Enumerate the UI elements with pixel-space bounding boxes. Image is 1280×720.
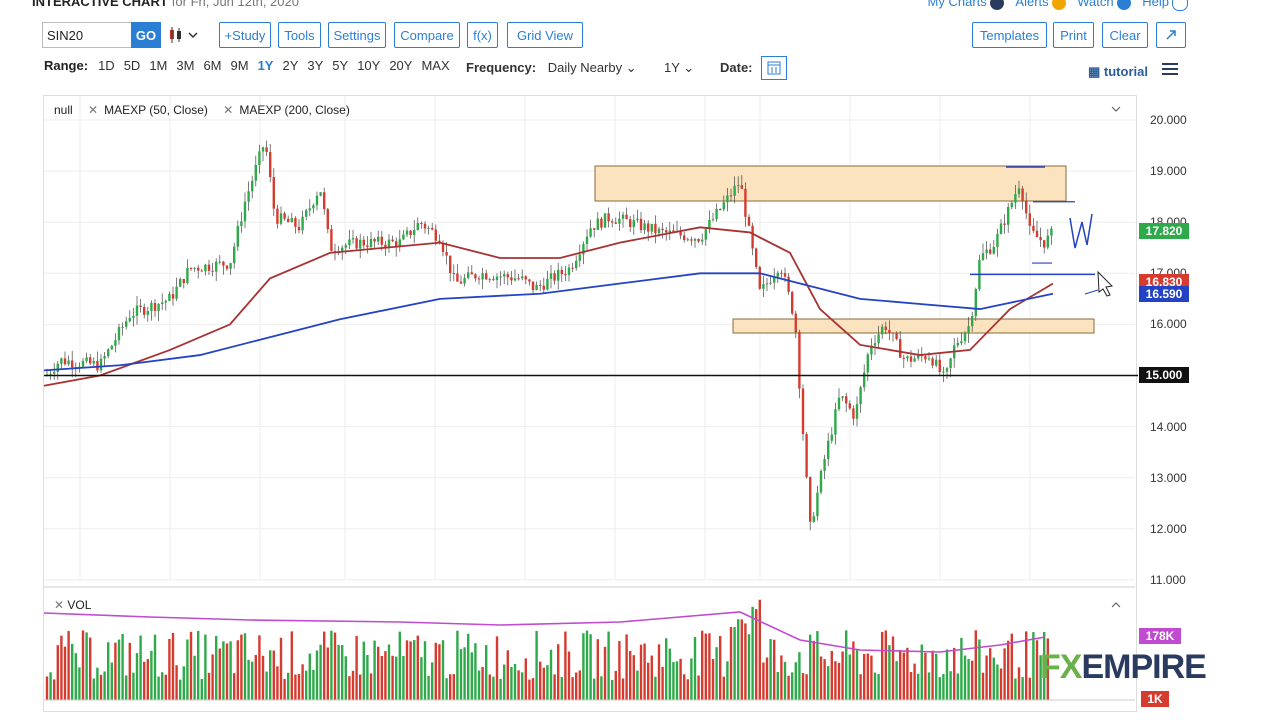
candlestick-icon: [170, 27, 198, 43]
y-tick-label: 19.000: [1150, 164, 1187, 179]
plus-icon: [989, 0, 1004, 10]
period-value[interactable]: 1Y: [664, 60, 680, 75]
study-legend: null ✕ MAEXP (50, Close) ✕ MAEXP (200, Clo…: [54, 103, 362, 117]
y-tick-label: 12.000: [1150, 521, 1187, 536]
watch-link[interactable]: Watch: [1077, 0, 1114, 9]
expand-button[interactable]: [1156, 22, 1186, 48]
top-links: My Charts Alerts Watch Help: [920, 0, 1188, 11]
y-tick-label: 20.000: [1150, 113, 1187, 127]
compare-button[interactable]: Compare: [394, 22, 460, 48]
frequency-label: Frequency:: [466, 60, 537, 75]
y-tick-label: 11.000: [1150, 572, 1186, 587]
expand-icon: [1166, 30, 1176, 40]
chevron-down-icon[interactable]: [1110, 104, 1122, 114]
bell-icon: [1051, 0, 1066, 10]
period-selector[interactable]: 1Y ⌄: [664, 60, 694, 76]
remove-study-icon[interactable]: ✕: [223, 103, 234, 117]
study-ma200[interactable]: MAEXP (200, Close): [239, 103, 350, 117]
frequency-selector[interactable]: Frequency: Daily Nearby ⌄: [466, 60, 637, 76]
range-label: Range:: [44, 58, 89, 73]
range-bar: Range: 1D 5D 1M 3M 6M 9M 1Y 2Y 3Y 5Y 10Y 20Y MAX: [44, 58, 459, 78]
calendar-icon: [767, 61, 781, 75]
range-option-1m[interactable]: 1M: [149, 58, 168, 73]
range-option-5y[interactable]: 5Y: [332, 58, 349, 73]
volume-legend: ✕ VOL: [54, 598, 91, 612]
volume-ma-tag: 178K: [1139, 628, 1181, 644]
range-option-max[interactable]: MAX: [421, 58, 450, 73]
page-title: INTERACTIVE CHART for Fri, Jun 12th, 2020: [32, 0, 299, 9]
date-label: Date:: [720, 60, 753, 75]
volume-label: VOL: [67, 598, 92, 612]
range-option-6m[interactable]: 6M: [203, 58, 222, 73]
add-study-button[interactable]: +Study: [219, 22, 271, 48]
settings-button[interactable]: Settings: [328, 22, 386, 48]
star-icon: [1116, 0, 1131, 10]
grid-view-button[interactable]: Grid View: [507, 22, 583, 48]
tutorial-label: tutorial: [1103, 64, 1148, 79]
range-option-5d[interactable]: 5D: [123, 58, 141, 73]
hamburger-menu-icon[interactable]: [1162, 62, 1178, 76]
last-price-tag: 17.820: [1139, 223, 1189, 239]
tutorial-link[interactable]: ▦ tutorial: [1088, 64, 1148, 80]
film-icon: ▦: [1088, 64, 1104, 79]
chart-type-selector[interactable]: [167, 26, 201, 44]
clear-button[interactable]: Clear: [1102, 22, 1148, 48]
ma200-price-tag: 16.590: [1139, 286, 1189, 302]
templates-button[interactable]: Templates: [972, 22, 1047, 48]
range-option-20y[interactable]: 20Y: [389, 58, 413, 73]
function-button[interactable]: f(x): [467, 22, 498, 48]
my-charts-link[interactable]: My Charts: [927, 0, 987, 9]
range-option-1y[interactable]: 1Y: [257, 58, 274, 73]
tools-button[interactable]: Tools: [278, 22, 321, 48]
hline-price-tag: 15.000: [1139, 367, 1189, 383]
chevron-down-icon: ⌄: [683, 60, 695, 75]
study-ma50[interactable]: MAEXP (50, Close): [104, 103, 208, 117]
y-tick-label: 13.000: [1150, 470, 1187, 485]
close-icon[interactable]: ✕: [54, 598, 68, 612]
chevron-down-icon: ⌄: [625, 60, 637, 75]
date-picker-button[interactable]: [761, 56, 787, 80]
frequency-value[interactable]: Daily Nearby: [547, 60, 623, 75]
range-option-3m[interactable]: 3M: [176, 58, 195, 73]
range-option-1d[interactable]: 1D: [98, 58, 115, 73]
remove-study-icon[interactable]: ✕: [88, 103, 99, 117]
alerts-link[interactable]: Alerts: [1015, 0, 1049, 9]
fxempire-logo: FXEMPIRE: [1040, 648, 1207, 686]
y-tick-label: 16.000: [1150, 317, 1187, 332]
range-option-10y[interactable]: 10Y: [357, 58, 381, 73]
y-tick-label: 14.000: [1150, 419, 1187, 434]
print-button[interactable]: Print: [1053, 22, 1094, 48]
range-option-3y[interactable]: 3Y: [307, 58, 324, 73]
symbol-input[interactable]: SIN20: [42, 22, 132, 48]
go-button[interactable]: GO: [131, 22, 161, 48]
volume-last-tag: 1K: [1141, 691, 1169, 707]
range-option-9m[interactable]: 9M: [230, 58, 249, 73]
help-icon: [1172, 0, 1188, 11]
help-link[interactable]: Help: [1142, 0, 1169, 9]
range-option-2y[interactable]: 2Y: [282, 58, 299, 73]
chart-panel[interactable]: [43, 95, 1137, 712]
chevron-up-icon[interactable]: [1110, 600, 1122, 610]
study-null: null: [54, 103, 73, 117]
